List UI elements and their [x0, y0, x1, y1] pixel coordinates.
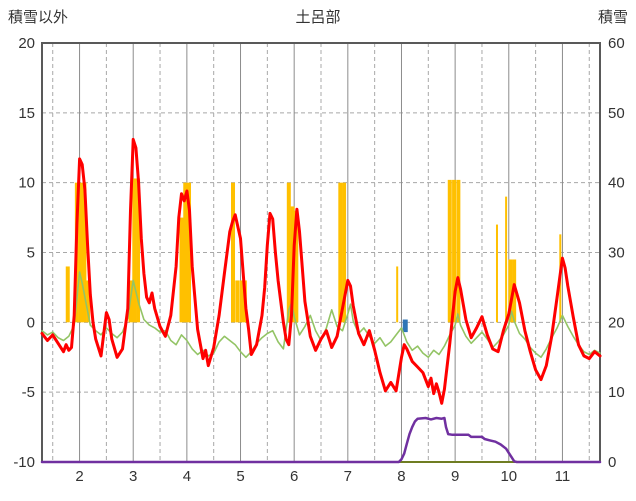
orange-bars-bar	[239, 280, 244, 323]
right-axis-tick-label: 0	[608, 454, 616, 471]
blue-bar-bar	[402, 319, 408, 333]
x-axis-tick-label: 4	[183, 468, 191, 485]
orange-bars-bar	[65, 266, 70, 323]
x-axis-tick-label: 9	[451, 468, 459, 485]
right-axis-tick-label: 40	[608, 175, 625, 192]
orange-bars-bar	[286, 182, 291, 323]
orange-bars-bar	[495, 224, 498, 323]
orange-bars-bar	[396, 266, 399, 323]
orange-bars-bar	[456, 179, 461, 323]
orange-bars-bar	[82, 182, 87, 323]
orange-bars-bar	[132, 178, 137, 323]
x-axis-tick-label: 11	[555, 468, 571, 485]
left-axis-title: 積雪以外	[8, 9, 69, 26]
left-axis-tick-label: 20	[18, 35, 35, 52]
red-line	[40, 137, 602, 405]
orange-bars-bar	[231, 182, 236, 323]
right-axis-tick-label: 60	[608, 35, 625, 52]
right-axis-title: 積雪	[597, 9, 628, 26]
x-axis-tick-label: 5	[236, 468, 244, 485]
right-axis-tick-label: 30	[608, 245, 625, 262]
orange-bars-bar	[179, 217, 184, 323]
orange-bars-bar	[183, 182, 188, 323]
left-axis-tick-label: 5	[27, 245, 35, 262]
left-axis-tick-label: -5	[22, 384, 35, 401]
x-axis-tick-label: 7	[344, 468, 352, 485]
orange-bars-bar	[86, 280, 91, 323]
orange-bars-bar	[78, 182, 83, 323]
right-axis-tick-label: 10	[608, 384, 625, 401]
orange-bars-bar	[342, 182, 347, 323]
orange-bars-bar	[447, 179, 452, 323]
left-axis-tick-label: 0	[27, 314, 35, 331]
plot-border	[41, 42, 601, 463]
left-axis-tick-label: -10	[13, 454, 35, 471]
x-axis-tick-label: 6	[290, 468, 298, 485]
orange-bars-bar	[505, 196, 508, 323]
orange-bars-bar	[294, 210, 299, 323]
x-axis-tick-label: 8	[397, 468, 405, 485]
x-axis-tick-label: 3	[129, 468, 137, 485]
right-axis-tick-label: 20	[608, 314, 625, 331]
orange-bars-bar	[508, 259, 513, 323]
orange-bars-bar	[187, 182, 192, 323]
orange-bars-bar	[338, 182, 343, 323]
x-axis-tick-label: 2	[75, 468, 83, 485]
x-axis-tick-label: 10	[500, 468, 517, 485]
right-axis-tick-label: 50	[608, 105, 625, 122]
purple-snow-line	[40, 416, 602, 464]
left-axis-tick-label: 10	[18, 175, 35, 192]
orange-bars-bar	[235, 280, 240, 323]
left-axis-tick-label: 15	[18, 105, 35, 122]
orange-bars-bar	[452, 179, 457, 323]
orange-bars-bar	[136, 178, 141, 323]
chart-title: 土呂部	[295, 9, 341, 26]
